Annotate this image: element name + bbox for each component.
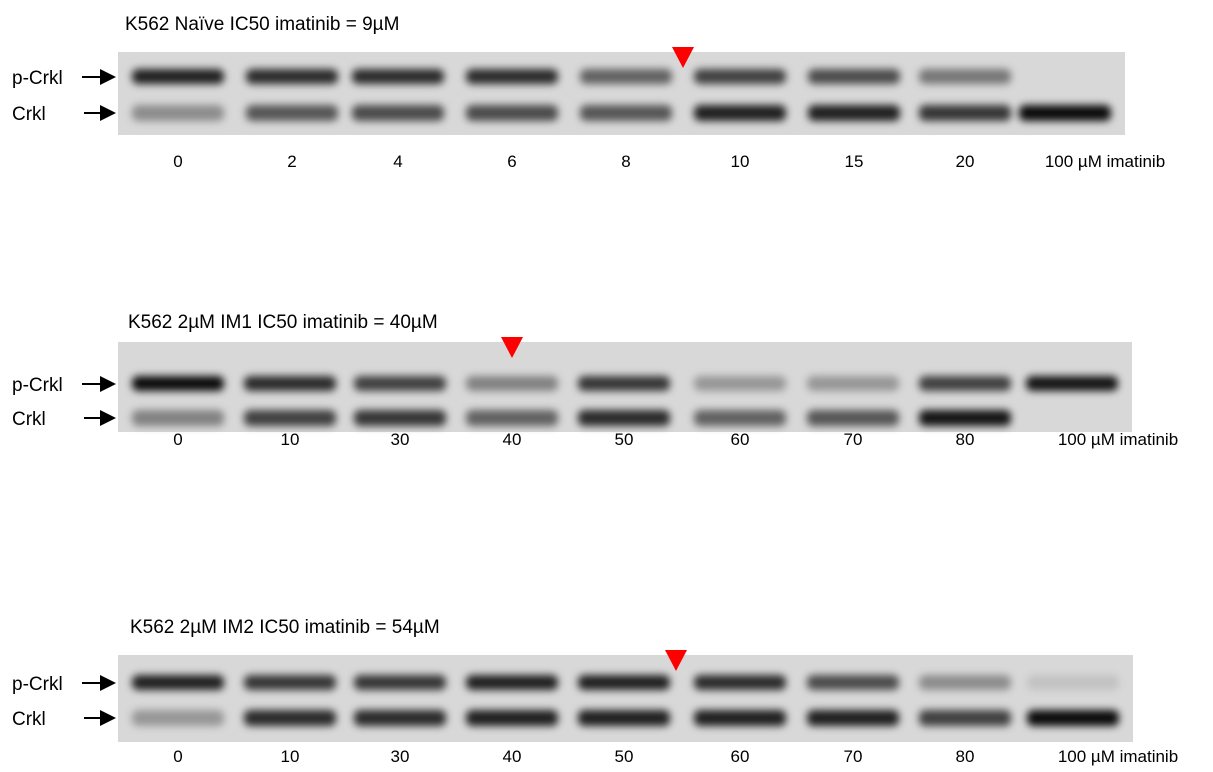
lane-label: 30 xyxy=(391,430,410,449)
band xyxy=(466,675,558,690)
band xyxy=(694,69,786,84)
band xyxy=(132,105,224,121)
band xyxy=(246,105,338,121)
lane-label: 10 xyxy=(281,747,300,766)
band xyxy=(807,410,899,426)
lane-label: 20 xyxy=(956,152,975,171)
band xyxy=(1027,675,1119,690)
lane-label: 0 xyxy=(173,152,182,171)
panel-title: K562 2µM IM1 IC50 imatinib = 40µM xyxy=(128,312,438,333)
lane-label: 60 xyxy=(731,747,750,766)
band xyxy=(694,675,786,690)
band xyxy=(808,69,900,84)
band-label: Crkl xyxy=(12,104,46,125)
band xyxy=(919,675,1011,690)
band xyxy=(246,69,338,84)
lane-label: 10 xyxy=(731,152,750,171)
band xyxy=(244,675,336,690)
blot-panel: K562 2µM IM2 IC50 imatinib = 54µM 0 10 30 40… xyxy=(12,617,1178,766)
band xyxy=(919,710,1011,726)
band xyxy=(132,710,224,726)
band xyxy=(466,105,558,121)
band xyxy=(354,675,446,690)
band xyxy=(1027,710,1119,726)
lane-label: 100 µM imatinib xyxy=(1058,430,1178,449)
band-label: p-Crkl xyxy=(12,375,63,396)
band xyxy=(132,69,224,84)
band-label: p-Crkl xyxy=(12,674,63,695)
blot-background xyxy=(118,52,1125,135)
band xyxy=(132,675,224,690)
band xyxy=(580,69,672,84)
band xyxy=(694,376,786,391)
band xyxy=(807,675,899,690)
band xyxy=(352,105,444,121)
lane-label: 15 xyxy=(845,152,864,171)
band xyxy=(1026,376,1118,391)
lane-label: 100 µM imatinib xyxy=(1045,152,1165,171)
panel-title: K562 2µM IM2 IC50 imatinib = 54µM xyxy=(130,617,440,638)
band xyxy=(578,376,670,391)
band xyxy=(466,376,558,391)
blot-background xyxy=(118,655,1133,742)
band xyxy=(694,105,786,121)
lane-label: 80 xyxy=(956,747,975,766)
band xyxy=(132,410,224,426)
lane-label: 0 xyxy=(173,747,182,766)
band xyxy=(919,105,1011,121)
figure: K562 Naïve IC50 imatinib = 9µM 0 2 4 6 8 10 15 2… xyxy=(0,0,1213,772)
band xyxy=(580,105,672,121)
lane-label: 4 xyxy=(393,152,402,171)
band xyxy=(578,675,670,690)
band xyxy=(694,410,786,426)
lane-label: 70 xyxy=(844,430,863,449)
band xyxy=(919,410,1011,426)
band xyxy=(244,710,336,726)
blot-panel: K562 2µM IM1 IC50 imatinib = 40µM 0 10 30 40… xyxy=(12,312,1178,449)
band xyxy=(354,410,446,426)
band xyxy=(694,710,786,726)
band xyxy=(132,376,224,391)
band xyxy=(466,410,558,426)
lane-label: 6 xyxy=(507,152,516,171)
band xyxy=(466,69,558,84)
lane-label: 40 xyxy=(503,747,522,766)
band xyxy=(807,710,899,726)
band-label: Crkl xyxy=(12,709,46,730)
lane-label: 8 xyxy=(621,152,630,171)
band xyxy=(354,710,446,726)
lane-label: 100 µM imatinib xyxy=(1058,747,1178,766)
band-label: Crkl xyxy=(12,409,46,430)
band xyxy=(354,376,446,391)
band xyxy=(244,376,336,391)
band xyxy=(808,105,900,121)
band-label: p-Crkl xyxy=(12,68,63,89)
band xyxy=(352,69,444,84)
lane-label: 40 xyxy=(503,430,522,449)
lane-label: 0 xyxy=(173,430,182,449)
band xyxy=(807,376,899,391)
lane-label: 2 xyxy=(287,152,296,171)
lane-label: 70 xyxy=(844,747,863,766)
band xyxy=(578,410,670,426)
lane-label: 10 xyxy=(281,430,300,449)
lane-label: 60 xyxy=(731,430,750,449)
band xyxy=(244,410,336,426)
band xyxy=(466,710,558,726)
blot-panel: K562 Naïve IC50 imatinib = 9µM 0 2 4 6 8 10 15 2… xyxy=(12,14,1165,171)
band xyxy=(578,710,670,726)
band xyxy=(919,376,1011,391)
lane-label: 50 xyxy=(615,747,634,766)
band xyxy=(919,69,1011,84)
lane-label: 50 xyxy=(615,430,634,449)
band xyxy=(1019,105,1111,121)
panel-title: K562 Naïve IC50 imatinib = 9µM xyxy=(125,14,399,35)
lane-label: 30 xyxy=(391,747,410,766)
lane-label: 80 xyxy=(956,430,975,449)
